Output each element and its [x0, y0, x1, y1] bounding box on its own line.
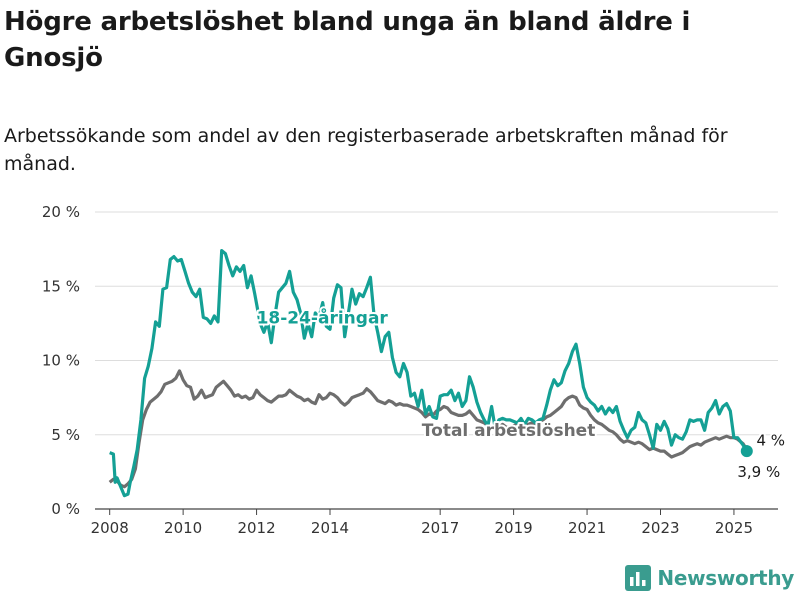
chart-subtitle: Arbetssökande som andel av den registerb… — [4, 125, 728, 175]
axes: 0 % 5 % 10 % 15 % 20 % 2008 2010 2012 2014 2017 20… — [42, 203, 753, 537]
brand-name: Newsworthy — [657, 566, 794, 590]
series-line-total — [108, 369, 749, 489]
series-label-youth: 18-24-åringar — [257, 306, 389, 328]
y-tick-label: 10 % — [42, 352, 80, 370]
series-line-youth — [109, 249, 749, 498]
x-tick-label: 2017 — [421, 519, 459, 537]
y-tick-label: 20 % — [42, 203, 80, 221]
x-tick-label: 2010 — [164, 519, 202, 537]
x-tick-label: 2025 — [715, 519, 753, 537]
gridlines — [95, 211, 778, 510]
x-tick-label: 2019 — [495, 519, 533, 537]
data-labels: 18-24-åringar Total arbetslöshet 4 % 3,9 % — [255, 304, 788, 483]
y-tick-label: 5 % — [51, 426, 80, 444]
x-tick-label: 2023 — [641, 519, 679, 537]
series-lines — [108, 249, 753, 498]
bar-chart-icon — [625, 565, 652, 591]
x-tick-label: 2012 — [237, 519, 275, 537]
end-point-youth — [740, 445, 753, 458]
x-tick-label: 2021 — [568, 519, 606, 537]
y-tick-label: 15 % — [42, 277, 80, 295]
end-label-total: 4 % — [756, 432, 785, 450]
y-tick-label: 0 % — [51, 500, 80, 518]
newsworthy-logo: Newsworthy — [625, 564, 794, 592]
chart-title: Högre arbetslöshet bland unga än bland ä… — [4, 7, 691, 73]
series-label-total: Total arbetslöshet — [422, 421, 596, 441]
x-tick-label: 2008 — [91, 519, 129, 537]
end-label-youth: 3,9 % — [737, 463, 780, 481]
x-tick-label: 2014 — [311, 519, 349, 537]
